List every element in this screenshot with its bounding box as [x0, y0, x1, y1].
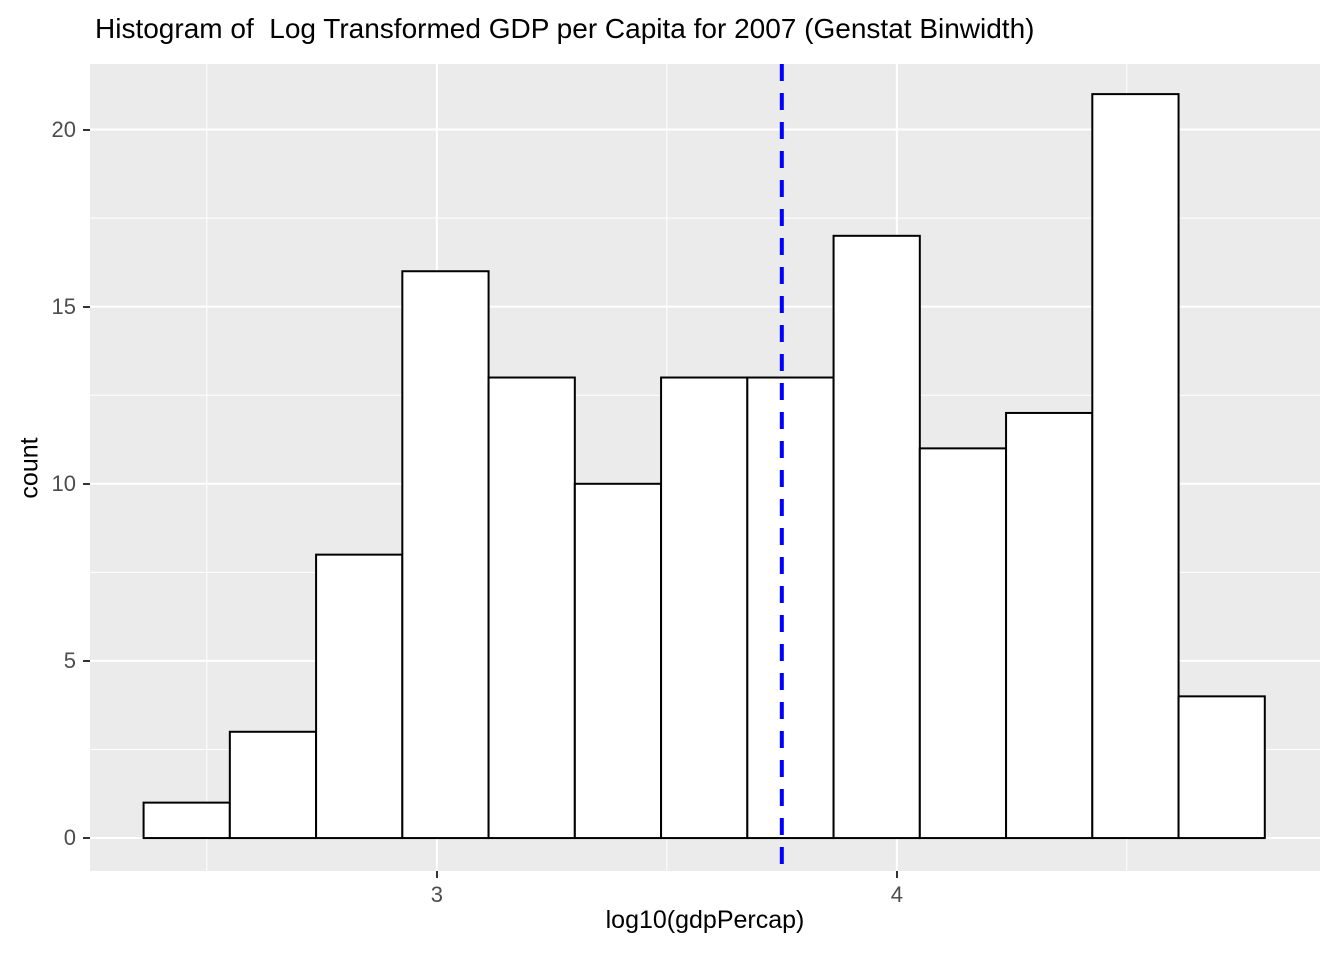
y-tick-label: 10 — [51, 470, 76, 496]
histogram-bar — [746, 376, 835, 840]
y-tick-mark — [83, 659, 90, 662]
histogram-bar — [487, 376, 576, 840]
histogram-bar — [1005, 411, 1094, 840]
histogram-bar — [315, 553, 404, 840]
y-tick-label: 0 — [63, 825, 76, 851]
histogram-bar — [573, 482, 663, 840]
plot-panel — [90, 64, 1320, 871]
y-tick-mark — [83, 837, 90, 840]
y-tick-mark — [83, 305, 90, 308]
histogram-bar — [832, 234, 921, 840]
histogram-bar — [918, 447, 1008, 840]
y-tick-label: 5 — [63, 647, 76, 673]
histogram-bar — [1091, 93, 1180, 840]
histogram-bar — [142, 801, 231, 840]
x-tick-label: 3 — [430, 882, 443, 907]
x-tick-mark — [895, 871, 898, 878]
histogram-bar — [660, 376, 749, 840]
x-axis-title: log10(gdpPercap) — [605, 906, 805, 934]
histogram-bar — [401, 270, 490, 840]
chart-title: Histogram of Log Transformed GDP per Cap… — [95, 13, 1035, 44]
x-tick-label: 4 — [890, 882, 903, 907]
histogram-bar — [228, 730, 318, 840]
y-tick-label: 15 — [51, 293, 76, 319]
y-tick-mark — [83, 128, 90, 131]
y-tick-label: 20 — [51, 116, 76, 142]
y-tick-mark — [83, 482, 90, 485]
x-tick-mark — [435, 871, 438, 878]
histogram-bar — [1177, 695, 1266, 840]
